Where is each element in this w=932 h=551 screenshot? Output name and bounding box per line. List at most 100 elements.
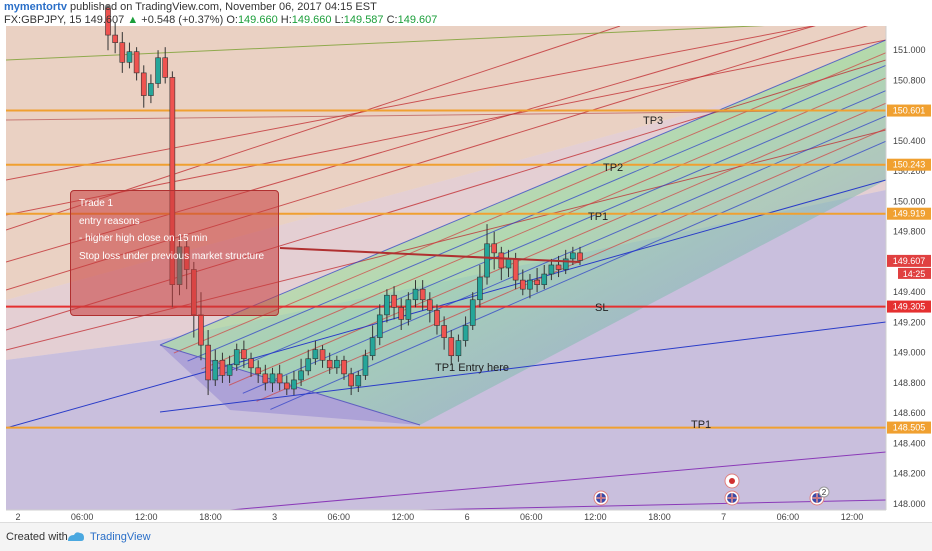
level-tag xyxy=(887,421,931,434)
candle xyxy=(362,349,369,380)
pitchfork-base-line xyxy=(159,344,421,426)
pitchfork-line xyxy=(201,77,886,370)
candle-body xyxy=(441,325,447,338)
candle-body xyxy=(119,42,126,63)
candle xyxy=(441,316,447,350)
candle xyxy=(255,360,261,383)
pitchfork-line xyxy=(159,39,886,346)
candle-body xyxy=(155,57,161,84)
candle-body xyxy=(369,337,376,357)
tp3-label: TP3 xyxy=(643,115,663,127)
level-tag xyxy=(887,207,931,220)
price-tick-label: 150.000 xyxy=(893,196,926,206)
candle-body xyxy=(312,349,319,360)
candle-body xyxy=(248,358,254,369)
tp1-upper-label: TP1 xyxy=(588,211,608,223)
candle xyxy=(419,280,426,311)
event-marker-gb-2[interactable] xyxy=(724,490,740,506)
candle-body xyxy=(355,375,362,387)
candle-body xyxy=(133,51,140,74)
time-tick-label: 18:00 xyxy=(648,512,671,522)
price-tick-label: 148.800 xyxy=(893,378,926,388)
time-axis[interactable] xyxy=(0,510,932,522)
candle-body xyxy=(283,382,290,390)
pitchfork-line xyxy=(270,140,886,410)
candle-body xyxy=(205,344,211,381)
open-value: 149.660 xyxy=(237,14,278,26)
candle xyxy=(162,47,169,84)
candle-body xyxy=(570,252,576,260)
candle-body xyxy=(555,264,562,270)
low-value: 149.587 xyxy=(343,14,384,26)
time-tick-label: 12:00 xyxy=(584,512,607,522)
price-tick-label: 148.600 xyxy=(893,408,926,418)
candle xyxy=(212,349,219,386)
countdown-label: 14:25 xyxy=(903,269,926,279)
up-arrow-icon: ▲ xyxy=(127,14,139,26)
level-tag-label: 149.305 xyxy=(893,302,926,312)
time-tick-label: 06:00 xyxy=(520,512,543,522)
trade-note[interactable]: Trade 1 entry reasons - higher high clos… xyxy=(70,190,279,316)
candle xyxy=(448,330,455,365)
last-price: 149.607 xyxy=(84,14,125,26)
candle-body xyxy=(384,294,390,316)
candle xyxy=(133,47,140,81)
author-link[interactable]: mymentortv xyxy=(4,1,67,13)
candle xyxy=(384,289,390,323)
time-tick-label: 12:00 xyxy=(135,512,158,522)
note-line-title: Trade 1 xyxy=(79,198,114,209)
candle-body xyxy=(534,279,540,285)
candle xyxy=(412,280,419,308)
event-marker-gb-1[interactable] xyxy=(593,490,609,506)
note-line-higher-high: - higher high close on 15 min xyxy=(79,233,208,244)
note-line-reasons: entry reasons xyxy=(79,215,140,227)
candle xyxy=(226,355,233,383)
candle xyxy=(276,364,283,391)
event-marker-jp[interactable] xyxy=(724,473,740,489)
tradingview-brand[interactable]: TradingView xyxy=(90,531,151,543)
candle xyxy=(241,340,247,368)
channel-line-purple xyxy=(419,499,886,510)
current-price-tag xyxy=(887,254,931,267)
candle xyxy=(140,65,147,108)
candle-body xyxy=(405,299,412,320)
candle-body xyxy=(448,337,455,357)
candle xyxy=(119,32,126,73)
candle xyxy=(534,268,540,293)
price-tick-label: 149.000 xyxy=(893,348,926,358)
pitchfork-line xyxy=(228,102,886,386)
candle-body xyxy=(362,355,369,376)
price-tick-label: 148.000 xyxy=(893,499,926,509)
event-marker-gb-3[interactable]: 2 xyxy=(809,486,830,506)
candle-body xyxy=(477,276,483,301)
candle xyxy=(341,355,347,380)
candle xyxy=(148,74,154,104)
tradingview-logo-icon xyxy=(68,532,84,541)
candle xyxy=(477,264,483,308)
price-tick-label: 148.200 xyxy=(893,469,926,479)
price-axis-tags: 150.601 150.243 149.919 149.305 148.505 149.6… xyxy=(887,104,931,434)
pitchfork-line xyxy=(215,90,886,378)
candle xyxy=(112,22,118,54)
candle-body xyxy=(498,252,505,269)
candle-body xyxy=(505,258,512,269)
tp2-label: TP2 xyxy=(603,162,623,174)
high-label: H: xyxy=(280,14,292,26)
candle-body xyxy=(484,243,490,278)
candle xyxy=(548,258,555,281)
candle xyxy=(283,375,290,396)
candle xyxy=(405,292,412,326)
price-tick-label: 150.400 xyxy=(893,136,926,146)
candle xyxy=(519,269,526,296)
candle xyxy=(484,224,490,285)
candle xyxy=(369,325,376,361)
candle-body xyxy=(162,57,169,78)
candle-body xyxy=(126,51,133,63)
symbol-name[interactable]: FX:GBPJPY, 15 xyxy=(4,14,82,26)
tp1-lower-label: TP1 xyxy=(691,419,711,431)
candle xyxy=(455,334,462,362)
time-tick-label: 06:00 xyxy=(71,512,94,522)
candle-body xyxy=(341,359,347,375)
level-tag xyxy=(887,158,931,171)
pitchfork-line xyxy=(256,128,886,402)
